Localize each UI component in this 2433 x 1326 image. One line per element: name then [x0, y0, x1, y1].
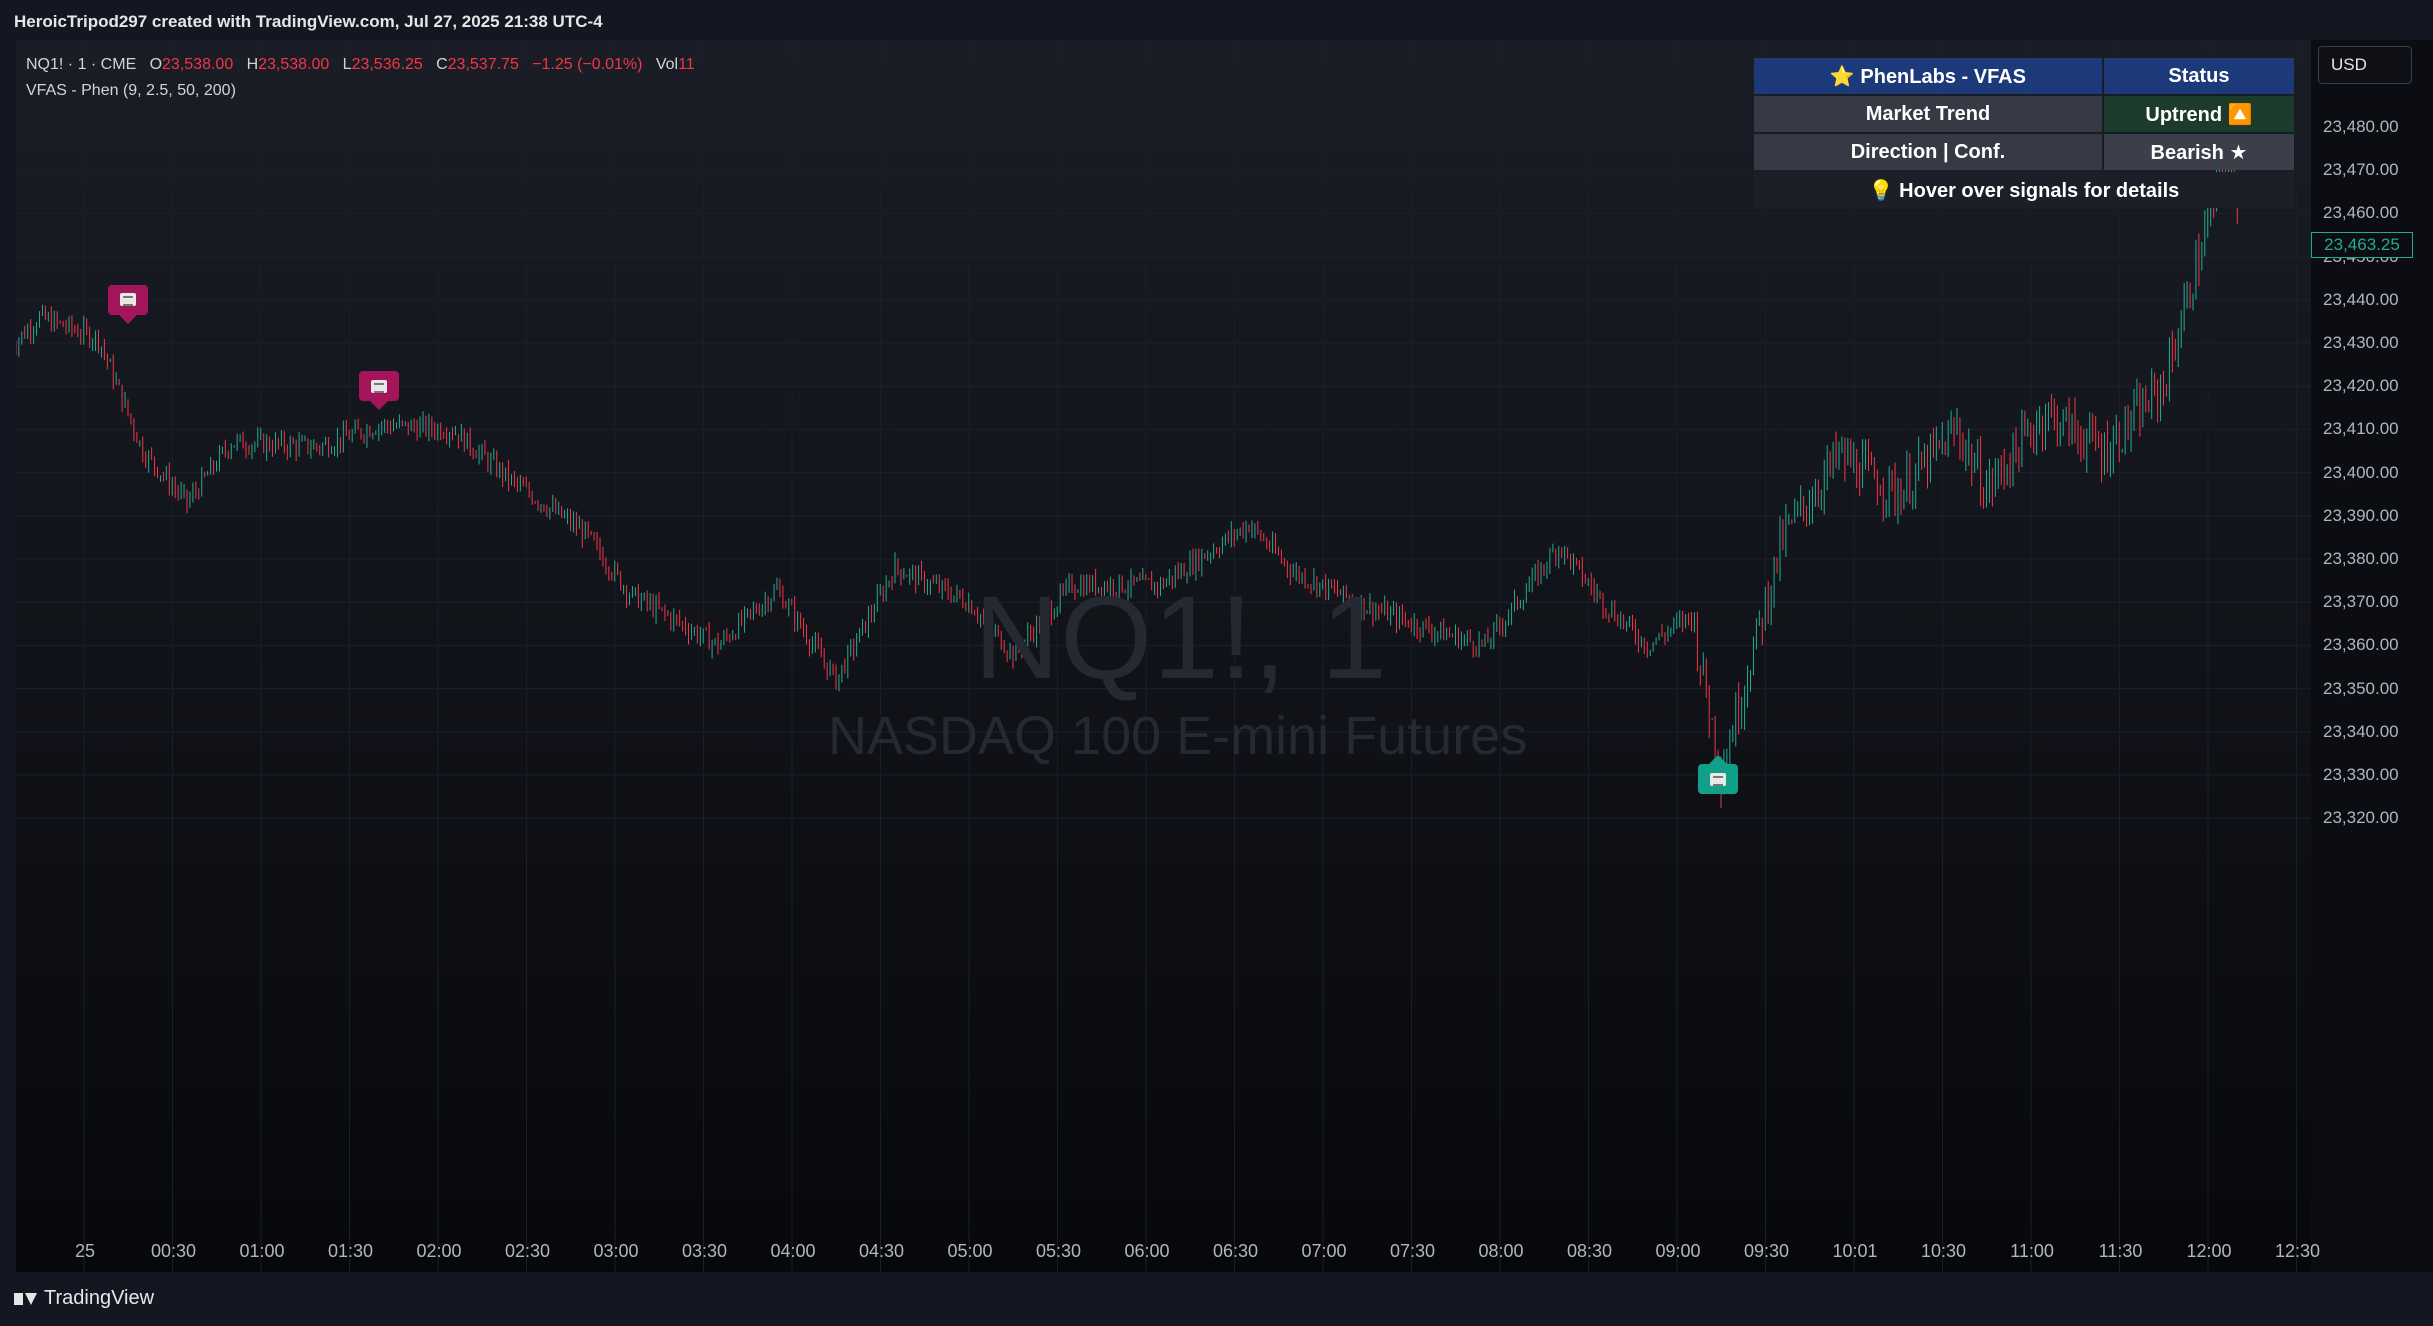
price-axis-tick: 23,420.00	[2323, 376, 2399, 396]
time-axis-tick: 07:00	[1301, 1241, 1347, 1261]
time-axis-tick: 04:30	[858, 1241, 905, 1261]
caption-text: HeroicTripod297 created with TradingView…	[14, 12, 603, 31]
currency-selector[interactable]: USD	[2318, 46, 2412, 84]
legend-indicator[interactable]: VFAS - Phen (9, 2.5, 50, 200)	[26, 82, 236, 99]
time-axis-tick: 06:00	[1124, 1241, 1170, 1261]
tradingview-logo-text: TradingView	[44, 1287, 155, 1309]
time-axis-tick: 03:00	[593, 1241, 639, 1261]
legend-high-value: 23,538.00	[258, 56, 330, 73]
time-axis-tick: 02:00	[416, 1241, 462, 1261]
price-axis-tick: 23,480.00	[2323, 117, 2399, 136]
time-axis-tick: 05:00	[947, 1241, 993, 1261]
time-axis-tick: 06:30	[1212, 1241, 1259, 1261]
legend-volume-value: 11	[678, 56, 695, 73]
legend-low-label: L	[342, 56, 352, 73]
bottom-bar: TradingView	[0, 1272, 2433, 1326]
time-axis-tick: 08:30	[1566, 1241, 1613, 1261]
top-caption-bar: HeroicTripod297 created with TradingView…	[0, 0, 2433, 40]
time-axis-tick: 08:00	[1478, 1241, 1524, 1261]
time-axis-tick: 00:30	[150, 1241, 197, 1261]
time-axis-tick: 07:30	[1389, 1241, 1436, 1261]
chart-pane[interactable]: NQ1!, 1 NASDAQ 100 E-mini Futures	[16, 40, 2311, 1272]
time-axis-tick: 10:01	[1832, 1241, 1878, 1261]
price-axis-tick: 23,470.00	[2323, 160, 2399, 180]
legend-close-label: C	[436, 56, 448, 73]
price-axis-tick: 23,390.00	[2323, 505, 2399, 525]
price-axis-tick: 23,440.00	[2323, 289, 2399, 309]
price-axis-tick: 23,400.00	[2323, 462, 2399, 482]
sell-signal-marker[interactable]	[358, 371, 399, 411]
time-axis-tick: 01:30	[327, 1241, 374, 1261]
legend-high-label: H	[246, 56, 259, 73]
price-plot[interactable]	[16, 40, 2311, 1272]
time-axis-tick: 12:00	[2186, 1241, 2232, 1261]
sell-signal-marker[interactable]	[108, 284, 148, 324]
legend-change: −1.25 (−0.01%)	[532, 56, 643, 73]
time-axis-tick: 12:30	[2274, 1241, 2321, 1261]
legend-close-value: 23,537.75	[447, 56, 519, 73]
price-axis-tick: 23,380.00	[2323, 549, 2399, 568]
envelope-icon	[370, 379, 387, 393]
time-axis-tick: 11:00	[2010, 1241, 2054, 1261]
legend-low-value: 23,536.25	[351, 56, 423, 73]
time-axis-tick: 01:00	[239, 1241, 285, 1261]
time-axis-tick: 04:00	[770, 1241, 816, 1261]
price-axis-tick: 23,360.00	[2323, 635, 2399, 655]
status-table-footer: 💡 Hover over signals for details	[1754, 172, 2294, 208]
legend-symbol[interactable]: NQ1! · 1 · CME	[26, 56, 137, 73]
buy-signal-marker[interactable]	[1698, 755, 1739, 795]
time-axis-tick: 25	[74, 1241, 96, 1261]
direction-label: Direction | Conf.	[1754, 134, 2102, 170]
time-axis[interactable]: 25 00:30 01:00 01:30 02:00 02:30 03:00 03:30 04:…	[0, 1232, 2320, 1272]
price-axis-tick: 23,350.00	[2323, 678, 2399, 698]
price-axis-tick: 23,370.00	[2323, 592, 2399, 612]
price-axis-tick: 23,410.00	[2323, 419, 2399, 439]
market-trend-label: Market Trend	[1754, 96, 2102, 132]
envelope-icon	[1710, 772, 1727, 786]
status-table-status-header: Status	[2103, 58, 2294, 94]
status-table-title: ⭐ PhenLabs - VFAS	[1754, 58, 2102, 94]
direction-value: Bearish ★	[2103, 134, 2294, 170]
time-axis-tick: 11:30	[2098, 1241, 2143, 1261]
price-axis-tick: 23,430.00	[2323, 333, 2399, 352]
time-axis-tick: 09:30	[1743, 1241, 1790, 1261]
price-axis[interactable]: 23,480.0023,470.0023,460.0023,450.0023,4…	[2311, 40, 2433, 1272]
time-axis-tick: 03:30	[681, 1241, 728, 1261]
last-price-label: 23,463.25	[2311, 232, 2413, 258]
price-axis-tick: 23,340.00	[2323, 721, 2399, 741]
legend-open-label: O	[149, 56, 163, 73]
time-axis-tick: 09:00	[1655, 1241, 1701, 1261]
price-axis-tick: 23,330.00	[2323, 765, 2399, 784]
vfas-status-table: ⭐ PhenLabs - VFAS Status Market Trend Up…	[1752, 56, 2296, 210]
tradingview-logo: TradingView	[14, 1287, 154, 1310]
price-axis-tick: 23,320.00	[2323, 808, 2399, 828]
time-axis-tick: 02:30	[504, 1241, 551, 1261]
time-axis-tick: 10:30	[1920, 1241, 1967, 1261]
legend-volume-label: Vol	[655, 56, 679, 73]
envelope-icon	[120, 293, 136, 307]
tradingview-logo-icon	[14, 1291, 37, 1307]
time-axis-tick: 05:30	[1035, 1241, 1082, 1261]
legend-open-value: 23,538.00	[162, 56, 234, 73]
market-trend-value: Uptrend 🔼	[2103, 96, 2294, 132]
price-axis-tick: 23,460.00	[2323, 203, 2399, 223]
chart-legend: NQ1! · 1 · CME O23,538.00 H23,538.00 L23…	[26, 52, 695, 104]
